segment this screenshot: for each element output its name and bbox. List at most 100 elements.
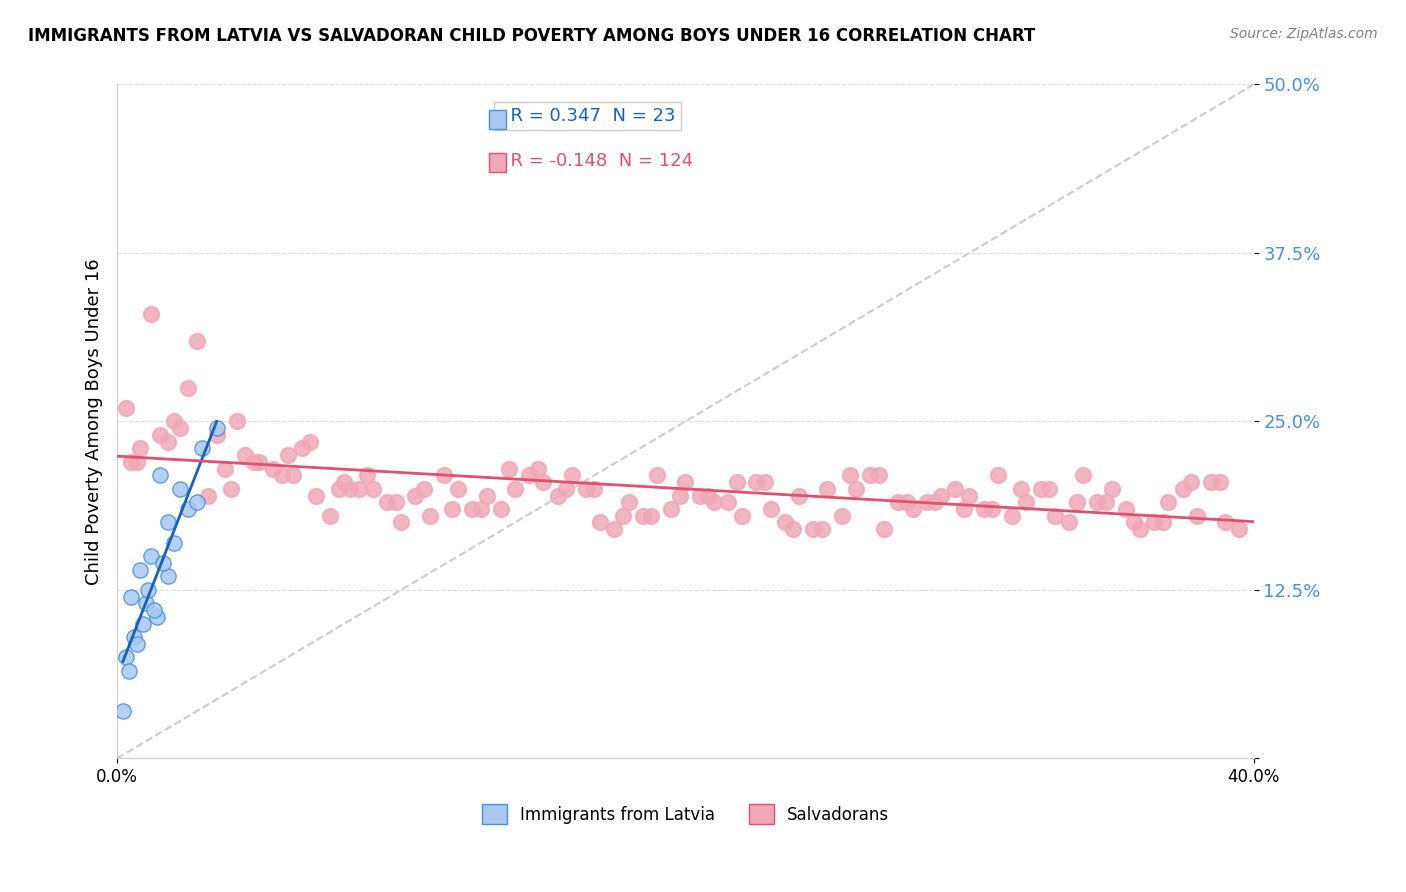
- Point: [475, 488, 498, 502]
- Point: [1071, 468, 1094, 483]
- Point: [291, 442, 314, 456]
- Point: [703, 495, 725, 509]
- Point: [157, 434, 180, 449]
- Point: [305, 488, 328, 502]
- Point: [141, 307, 163, 321]
- Point: [810, 522, 832, 536]
- Point: [531, 475, 554, 489]
- Point: [547, 488, 569, 502]
- Point: [197, 488, 219, 502]
- Point: [356, 468, 378, 483]
- Point: [117, 664, 139, 678]
- Point: [461, 502, 484, 516]
- Point: [441, 502, 464, 516]
- Point: [943, 482, 966, 496]
- Point: [277, 448, 299, 462]
- Point: [1085, 495, 1108, 509]
- Point: [896, 495, 918, 509]
- Point: [413, 482, 436, 496]
- Point: [659, 502, 682, 516]
- Point: [242, 455, 264, 469]
- Point: [924, 495, 946, 509]
- Point: [120, 590, 142, 604]
- Point: [339, 482, 361, 496]
- Point: [754, 475, 776, 489]
- Point: [347, 482, 370, 496]
- Point: [555, 482, 578, 496]
- Point: [138, 582, 160, 597]
- Point: [817, 482, 839, 496]
- Point: [149, 468, 172, 483]
- Point: [157, 516, 180, 530]
- Point: [1208, 475, 1230, 489]
- Point: [873, 522, 896, 536]
- Point: [887, 495, 910, 509]
- Point: [149, 428, 172, 442]
- Point: [163, 535, 186, 549]
- Point: [225, 414, 247, 428]
- Point: [1043, 508, 1066, 523]
- Point: [1057, 516, 1080, 530]
- Point: [328, 482, 350, 496]
- Point: [375, 495, 398, 509]
- Point: [191, 442, 214, 456]
- Point: [233, 448, 256, 462]
- Point: [745, 475, 768, 489]
- Point: [205, 421, 228, 435]
- Point: [177, 381, 200, 395]
- Point: [447, 482, 470, 496]
- Point: [361, 482, 384, 496]
- Point: [1029, 482, 1052, 496]
- Point: [929, 488, 952, 502]
- Text: Source: ZipAtlas.com: Source: ZipAtlas.com: [1230, 27, 1378, 41]
- Point: [1010, 482, 1032, 496]
- Point: [157, 569, 180, 583]
- Point: [1001, 508, 1024, 523]
- Point: [389, 516, 412, 530]
- Point: [1185, 508, 1208, 523]
- Point: [1095, 495, 1118, 509]
- Text: IMMIGRANTS FROM LATVIA VS SALVADORAN CHILD POVERTY AMONG BOYS UNDER 16 CORRELATI: IMMIGRANTS FROM LATVIA VS SALVADORAN CHI…: [28, 27, 1035, 45]
- Point: [333, 475, 356, 489]
- Point: [1123, 516, 1146, 530]
- Point: [1115, 502, 1137, 516]
- Point: [782, 522, 804, 536]
- Point: [114, 650, 136, 665]
- Point: [526, 461, 548, 475]
- Point: [603, 522, 626, 536]
- Point: [612, 508, 634, 523]
- Point: [283, 468, 305, 483]
- Point: [419, 508, 441, 523]
- Point: [981, 502, 1004, 516]
- Point: [987, 468, 1010, 483]
- Point: [731, 508, 754, 523]
- Point: [1171, 482, 1194, 496]
- Point: [689, 488, 711, 502]
- Point: [1129, 522, 1152, 536]
- Point: [959, 488, 981, 502]
- Point: [973, 502, 995, 516]
- Point: [129, 442, 152, 456]
- Point: [640, 508, 662, 523]
- Point: [262, 461, 284, 475]
- Point: [122, 630, 145, 644]
- Point: [125, 637, 148, 651]
- Point: [319, 508, 342, 523]
- Point: [717, 495, 740, 509]
- Point: [645, 468, 668, 483]
- Point: [169, 421, 191, 435]
- Point: [489, 502, 512, 516]
- Point: [271, 468, 294, 483]
- Point: [498, 461, 520, 475]
- Point: [1213, 516, 1236, 530]
- Point: [169, 482, 191, 496]
- Point: [725, 475, 748, 489]
- Point: [583, 482, 606, 496]
- Point: [1143, 516, 1166, 530]
- Point: [631, 508, 654, 523]
- Point: [433, 468, 456, 483]
- Point: [143, 603, 166, 617]
- Point: [517, 468, 540, 483]
- Point: [186, 334, 208, 348]
- Point: [1229, 522, 1251, 536]
